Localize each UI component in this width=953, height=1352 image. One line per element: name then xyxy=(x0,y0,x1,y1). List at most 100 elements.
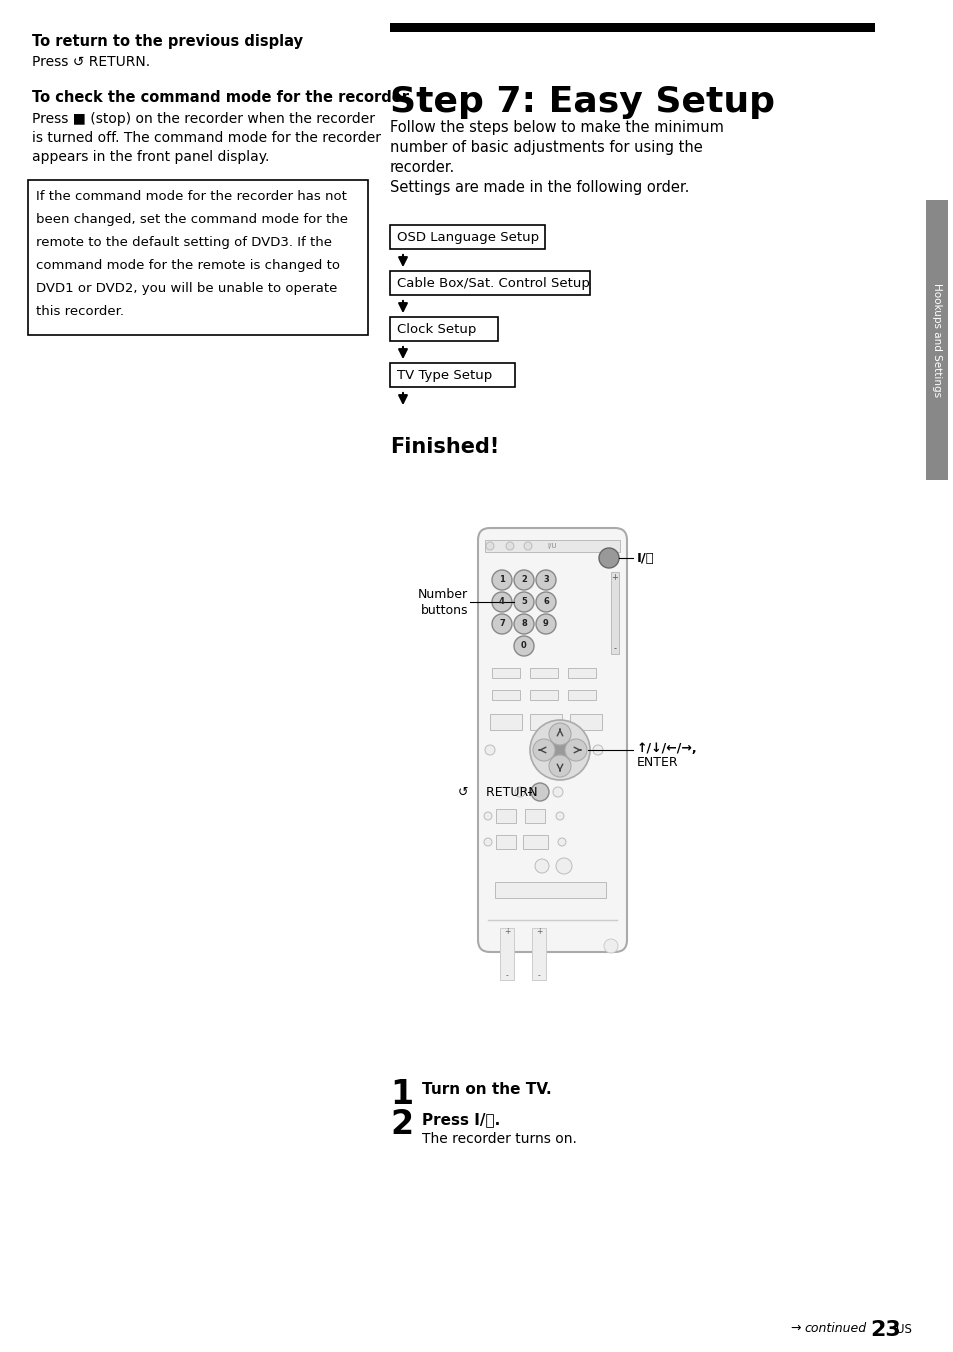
Text: To return to the previous display: To return to the previous display xyxy=(32,34,303,49)
Bar xyxy=(495,882,605,898)
Circle shape xyxy=(558,838,565,846)
Circle shape xyxy=(536,571,556,589)
Bar xyxy=(484,539,619,552)
Circle shape xyxy=(530,721,589,780)
Circle shape xyxy=(564,740,586,761)
Text: US: US xyxy=(895,1324,911,1336)
Text: 2: 2 xyxy=(390,1109,413,1141)
Text: Step 7: Easy Setup: Step 7: Easy Setup xyxy=(390,85,774,119)
Text: -: - xyxy=(613,645,616,653)
Bar xyxy=(532,927,545,980)
Text: ↺: ↺ xyxy=(457,786,468,799)
Circle shape xyxy=(514,635,534,656)
Bar xyxy=(28,180,368,335)
Text: I/⏻: I/⏻ xyxy=(637,552,654,565)
Text: ↑/↓/←/→,: ↑/↓/←/→, xyxy=(637,742,697,754)
Text: recorder.: recorder. xyxy=(390,160,455,174)
Bar xyxy=(390,23,874,32)
Text: The recorder turns on.: The recorder turns on. xyxy=(421,1132,577,1146)
Text: Turn on the TV.: Turn on the TV. xyxy=(421,1082,551,1096)
Bar xyxy=(567,690,596,700)
Text: command mode for the remote is changed to: command mode for the remote is changed t… xyxy=(36,260,339,272)
Text: +: + xyxy=(611,572,618,581)
Text: ENTER: ENTER xyxy=(637,756,678,769)
Text: remote to the default setting of DVD3. If the: remote to the default setting of DVD3. I… xyxy=(36,237,332,249)
Circle shape xyxy=(536,592,556,612)
Bar xyxy=(530,690,558,700)
Text: 8: 8 xyxy=(520,619,526,629)
Text: Press I/⏻.: Press I/⏻. xyxy=(421,1111,499,1128)
Text: +: + xyxy=(536,927,541,937)
Circle shape xyxy=(598,548,618,568)
Text: 7: 7 xyxy=(498,619,504,629)
Text: -: - xyxy=(505,972,508,980)
Text: -: - xyxy=(537,972,539,980)
Text: been changed, set the command mode for the: been changed, set the command mode for t… xyxy=(36,214,348,226)
Circle shape xyxy=(548,754,571,777)
Text: number of basic adjustments for using the: number of basic adjustments for using th… xyxy=(390,141,702,155)
Circle shape xyxy=(514,614,534,634)
Circle shape xyxy=(523,542,532,550)
Text: If the command mode for the recorder has not: If the command mode for the recorder has… xyxy=(36,191,347,203)
Circle shape xyxy=(548,723,571,745)
Bar xyxy=(490,714,521,730)
Circle shape xyxy=(536,614,556,634)
Bar xyxy=(390,362,515,387)
Text: RETURN: RETURN xyxy=(481,786,537,799)
Bar xyxy=(567,668,596,677)
Circle shape xyxy=(485,542,494,550)
Bar xyxy=(390,316,497,341)
Circle shape xyxy=(483,813,492,821)
Text: 9: 9 xyxy=(542,619,548,629)
Bar xyxy=(610,572,618,654)
Text: 2: 2 xyxy=(520,576,526,584)
Circle shape xyxy=(556,859,572,873)
Bar xyxy=(390,270,589,295)
Text: Cable Box/Sat. Control Setup: Cable Box/Sat. Control Setup xyxy=(396,277,589,291)
Bar xyxy=(925,200,947,480)
Text: +: + xyxy=(503,927,510,937)
Circle shape xyxy=(553,787,562,796)
Bar xyxy=(492,690,519,700)
Text: Number
buttons: Number buttons xyxy=(417,588,468,617)
Bar xyxy=(496,836,516,849)
Text: continued: continued xyxy=(803,1322,865,1334)
Bar xyxy=(499,927,514,980)
Text: appears in the front panel display.: appears in the front panel display. xyxy=(32,150,269,164)
Bar xyxy=(390,224,544,249)
Circle shape xyxy=(514,571,534,589)
Text: Press ↺ RETURN.: Press ↺ RETURN. xyxy=(32,55,150,69)
Text: 23: 23 xyxy=(869,1320,900,1340)
FancyBboxPatch shape xyxy=(477,529,626,952)
Text: Clock Setup: Clock Setup xyxy=(396,323,476,337)
Text: 5: 5 xyxy=(520,598,526,607)
Text: 1: 1 xyxy=(390,1078,413,1111)
Circle shape xyxy=(593,745,602,754)
Text: 1: 1 xyxy=(498,576,504,584)
Circle shape xyxy=(556,813,563,821)
Circle shape xyxy=(492,614,512,634)
Text: Hookups and Settings: Hookups and Settings xyxy=(931,283,941,397)
Bar xyxy=(492,668,519,677)
Text: TV Type Setup: TV Type Setup xyxy=(396,369,492,383)
Circle shape xyxy=(515,787,524,796)
Circle shape xyxy=(514,592,534,612)
Circle shape xyxy=(492,592,512,612)
Text: Press ■ (stop) on the recorder when the recorder: Press ■ (stop) on the recorder when the … xyxy=(32,112,375,126)
Bar xyxy=(524,808,544,823)
Text: Settings are made in the following order.: Settings are made in the following order… xyxy=(390,180,689,195)
Text: Finished!: Finished! xyxy=(390,437,498,457)
Text: this recorder.: this recorder. xyxy=(36,306,124,318)
Bar xyxy=(530,714,561,730)
Bar xyxy=(569,714,601,730)
Circle shape xyxy=(505,542,514,550)
Text: I/U: I/U xyxy=(547,544,557,549)
Circle shape xyxy=(492,571,512,589)
Circle shape xyxy=(535,859,548,873)
Bar xyxy=(522,836,547,849)
Text: 3: 3 xyxy=(542,576,548,584)
Circle shape xyxy=(483,838,492,846)
Text: 6: 6 xyxy=(542,598,548,607)
Text: DVD1 or DVD2, you will be unable to operate: DVD1 or DVD2, you will be unable to oper… xyxy=(36,283,337,295)
Text: 0: 0 xyxy=(520,641,526,650)
